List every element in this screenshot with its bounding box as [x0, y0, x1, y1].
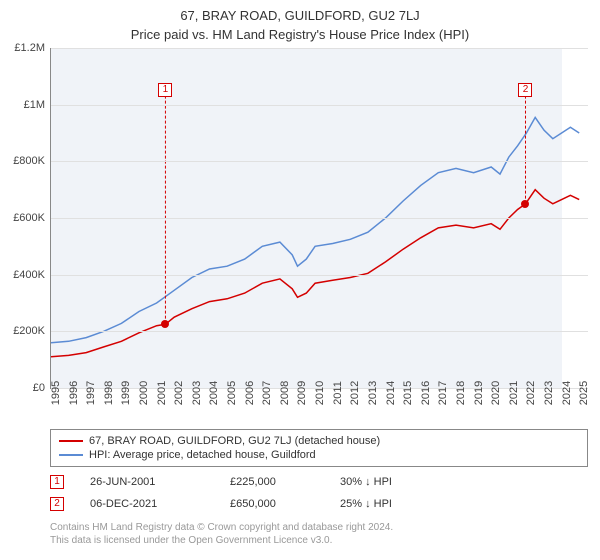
x-tick-label: 2021: [508, 381, 520, 405]
legend-label: 67, BRAY ROAD, GUILDFORD, GU2 7LJ (detac…: [89, 435, 380, 447]
transaction-date: 06-DEC-2021: [90, 498, 230, 510]
legend-item: HPI: Average price, detached house, Guil…: [59, 448, 579, 462]
chart-title-main: 67, BRAY ROAD, GUILDFORD, GU2 7LJ: [0, 0, 600, 23]
x-tick-label: 2005: [226, 381, 238, 405]
x-tick-label: 2003: [191, 381, 203, 405]
x-tick-label: 2013: [367, 381, 379, 405]
x-tick-label: 2009: [296, 381, 308, 405]
x-tick-label: 1995: [50, 381, 62, 405]
y-tick-label: £1M: [24, 99, 51, 111]
y-tick-label: £600K: [13, 212, 51, 224]
y-tick-label: £1.2M: [14, 42, 51, 54]
x-tick-label: 2002: [173, 381, 185, 405]
transaction-row: 2 06-DEC-2021 £650,000 25% ↓ HPI: [50, 489, 588, 511]
x-axis-labels: 1995199619971998199920002001200220032004…: [50, 389, 588, 429]
legend-item: 67, BRAY ROAD, GUILDFORD, GU2 7LJ (detac…: [59, 434, 579, 448]
x-tick-label: 2016: [420, 381, 432, 405]
gridline: [51, 331, 588, 332]
x-tick-label: 2011: [332, 381, 344, 405]
footer-line: Contains HM Land Registry data © Crown c…: [50, 521, 588, 534]
transaction-date: 26-JUN-2001: [90, 476, 230, 488]
gridline: [51, 161, 588, 162]
gridline: [51, 105, 588, 106]
x-tick-label: 1997: [85, 381, 97, 405]
x-tick-label: 2024: [561, 381, 573, 405]
x-tick-label: 2022: [525, 381, 537, 405]
transaction-row: 1 26-JUN-2001 £225,000 30% ↓ HPI: [50, 467, 588, 489]
legend-swatch: [59, 440, 83, 442]
marker-callout: 1: [158, 79, 172, 97]
x-tick-label: 2015: [402, 381, 414, 405]
gridline: [51, 275, 588, 276]
footer-line: This data is licensed under the Open Gov…: [50, 534, 588, 547]
y-tick-label: £0: [33, 382, 51, 394]
price-point-marker: [161, 320, 169, 328]
x-tick-label: 2025: [578, 381, 590, 405]
x-tick-label: 2007: [261, 381, 273, 405]
price-point-marker: [521, 200, 529, 208]
marker-callout: 2: [518, 79, 532, 97]
x-tick-label: 2018: [455, 381, 467, 405]
x-tick-label: 2017: [437, 381, 449, 405]
chart-title-sub: Price paid vs. HM Land Registry's House …: [0, 23, 600, 48]
y-tick-label: £200K: [13, 325, 51, 337]
gridline: [51, 48, 588, 49]
x-tick-label: 1996: [68, 381, 80, 405]
y-tick-label: £800K: [13, 155, 51, 167]
x-tick-label: 2008: [279, 381, 291, 405]
gridline: [51, 218, 588, 219]
legend-swatch: [59, 454, 83, 456]
x-tick-label: 2010: [314, 381, 326, 405]
legend-label: HPI: Average price, detached house, Guil…: [89, 449, 316, 461]
x-tick-label: 2004: [208, 381, 220, 405]
x-tick-label: 2006: [244, 381, 256, 405]
transaction-pct: 30% ↓ HPI: [340, 476, 480, 488]
x-tick-label: 2001: [156, 381, 168, 405]
x-tick-label: 2020: [490, 381, 502, 405]
y-tick-label: £400K: [13, 269, 51, 281]
legend: 67, BRAY ROAD, GUILDFORD, GU2 7LJ (detac…: [50, 429, 588, 467]
transaction-pct: 25% ↓ HPI: [340, 498, 480, 510]
transaction-price: £650,000: [230, 498, 340, 510]
x-tick-label: 2014: [385, 381, 397, 405]
marker-callout-number: 2: [518, 83, 532, 97]
marker-box: 2: [50, 497, 64, 511]
x-tick-label: 2000: [138, 381, 150, 405]
chart-plot-area: £0£200K£400K£600K£800K£1M£1.2M12: [50, 48, 588, 389]
x-tick-label: 1999: [120, 381, 132, 405]
chart-container: 67, BRAY ROAD, GUILDFORD, GU2 7LJ Price …: [0, 0, 600, 560]
footer: Contains HM Land Registry data © Crown c…: [50, 511, 588, 547]
x-tick-label: 2019: [473, 381, 485, 405]
marker-box: 1: [50, 475, 64, 489]
transaction-price: £225,000: [230, 476, 340, 488]
x-tick-label: 1998: [103, 381, 115, 405]
x-tick-label: 2023: [543, 381, 555, 405]
x-tick-label: 2012: [349, 381, 361, 405]
marker-callout-number: 1: [158, 83, 172, 97]
